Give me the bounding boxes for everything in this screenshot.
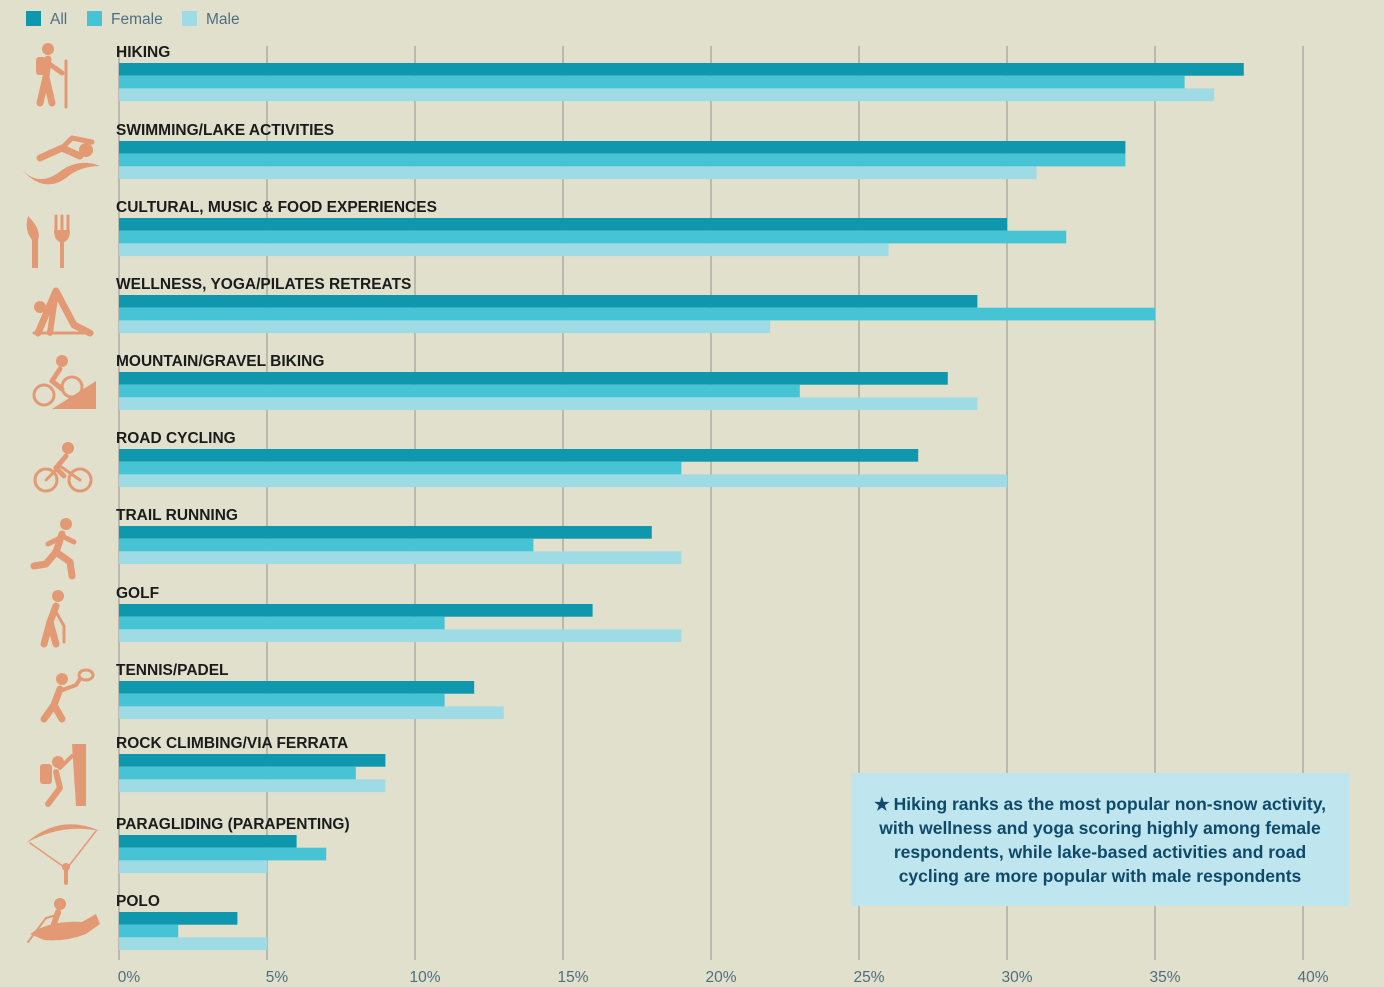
golfer-icon — [40, 590, 66, 648]
legend-label: Male — [206, 11, 240, 28]
category-label: CULTURAL, MUSIC & FOOD EXPERIENCES — [116, 199, 437, 216]
category-label: PARAGLIDING (PARAPENTING) — [116, 816, 350, 833]
bar-female — [119, 75, 1185, 89]
bar-all — [119, 526, 652, 539]
category-label: HIKING — [116, 44, 170, 61]
bar-all — [119, 141, 1126, 154]
bar-male — [119, 166, 1037, 180]
category-label: MOUNTAIN/GRAVEL BIKING — [116, 353, 324, 370]
bar-male — [119, 243, 889, 257]
x-tick-label: 0% — [118, 969, 141, 986]
category-label: POLO — [116, 893, 160, 910]
activity-icons — [22, 43, 100, 943]
bar-female — [119, 384, 800, 398]
category-label: ROCK CLIMBING/VIA FERRATA — [116, 735, 348, 752]
category-label: GOLF — [116, 585, 159, 602]
x-axis-ticks: 0% 5% 10% 15% 20% 25% 30% 35% 40% — [118, 969, 1329, 986]
category-label: SWIMMING/LAKE ACTIVITIES — [116, 122, 334, 139]
x-tick-label: 15% — [557, 969, 588, 986]
bar-male — [119, 88, 1215, 102]
bar-female — [119, 847, 327, 861]
bar-male — [119, 706, 504, 720]
x-tick-label: 40% — [1297, 969, 1328, 986]
category-label: WELLNESS, YOGA/PILATES RETREATS — [116, 276, 411, 293]
x-tick-label: 25% — [853, 969, 884, 986]
bar-female — [119, 616, 445, 630]
bar-female — [119, 538, 534, 552]
mountain-bike-icon — [32, 355, 96, 409]
gridlines — [118, 46, 1304, 960]
bar-male — [119, 397, 978, 411]
legend-label: All — [50, 11, 67, 28]
bar-male — [119, 779, 386, 793]
category-label: ROAD CYCLING — [116, 430, 236, 447]
bar-female — [119, 924, 179, 938]
bar-all — [119, 218, 1007, 231]
category-label: TENNIS/PADEL — [116, 662, 229, 679]
callout-box: ★ Hiking ranks as the most popular non-sn… — [851, 773, 1349, 906]
bars — [119, 63, 1244, 951]
legend: All Female Male — [26, 11, 240, 28]
callout-text-block: ★ Hiking ranks as the most popular non-sn… — [865, 792, 1335, 888]
legend-swatch — [182, 11, 197, 26]
bar-all — [119, 835, 297, 848]
legend-label: Female — [111, 11, 163, 28]
star-icon: ★ — [873, 793, 890, 814]
bar-female — [119, 153, 1126, 167]
bar-male — [119, 860, 267, 874]
bar-male — [119, 937, 267, 951]
bar-female — [119, 307, 1155, 321]
x-tick-label: 20% — [705, 969, 736, 986]
tennis-icon — [40, 668, 95, 723]
hiker-icon — [36, 43, 68, 109]
fork-knife-icon — [26, 214, 70, 268]
bar-female — [119, 693, 445, 707]
bar-male — [119, 551, 682, 565]
bar-all — [119, 754, 386, 767]
bar-female — [119, 461, 682, 475]
road-cycling-icon — [33, 442, 93, 493]
callout-text: Hiking ranks as the most popular non-sno… — [879, 793, 1327, 886]
bar-female — [119, 230, 1067, 244]
yoga-icon — [32, 287, 94, 337]
bar-all — [119, 604, 593, 617]
climber-icon — [40, 744, 86, 807]
bar-all — [119, 63, 1244, 76]
swimmer-icon — [22, 135, 100, 185]
bar-all — [119, 912, 238, 925]
bar-all — [119, 449, 919, 462]
x-tick-label: 35% — [1149, 969, 1180, 986]
category-labels: HIKING SWIMMING/LAKE ACTIVITIES CULTURAL, … — [116, 44, 437, 910]
paraglider-icon — [26, 824, 100, 885]
bar-female — [119, 766, 356, 780]
bar-male — [119, 474, 1007, 488]
legend-swatch — [26, 11, 41, 26]
bar-all — [119, 681, 475, 694]
bar-all — [119, 372, 948, 385]
x-tick-label: 10% — [409, 969, 440, 986]
x-tick-label: 30% — [1001, 969, 1032, 986]
bar-male — [119, 320, 771, 334]
bar-all — [119, 295, 978, 308]
bar-male — [119, 629, 682, 643]
legend-swatch — [87, 11, 102, 26]
polo-icon — [27, 898, 100, 943]
runner-icon — [30, 518, 77, 580]
category-label: TRAIL RUNNING — [116, 507, 238, 524]
x-tick-label: 5% — [266, 969, 289, 986]
